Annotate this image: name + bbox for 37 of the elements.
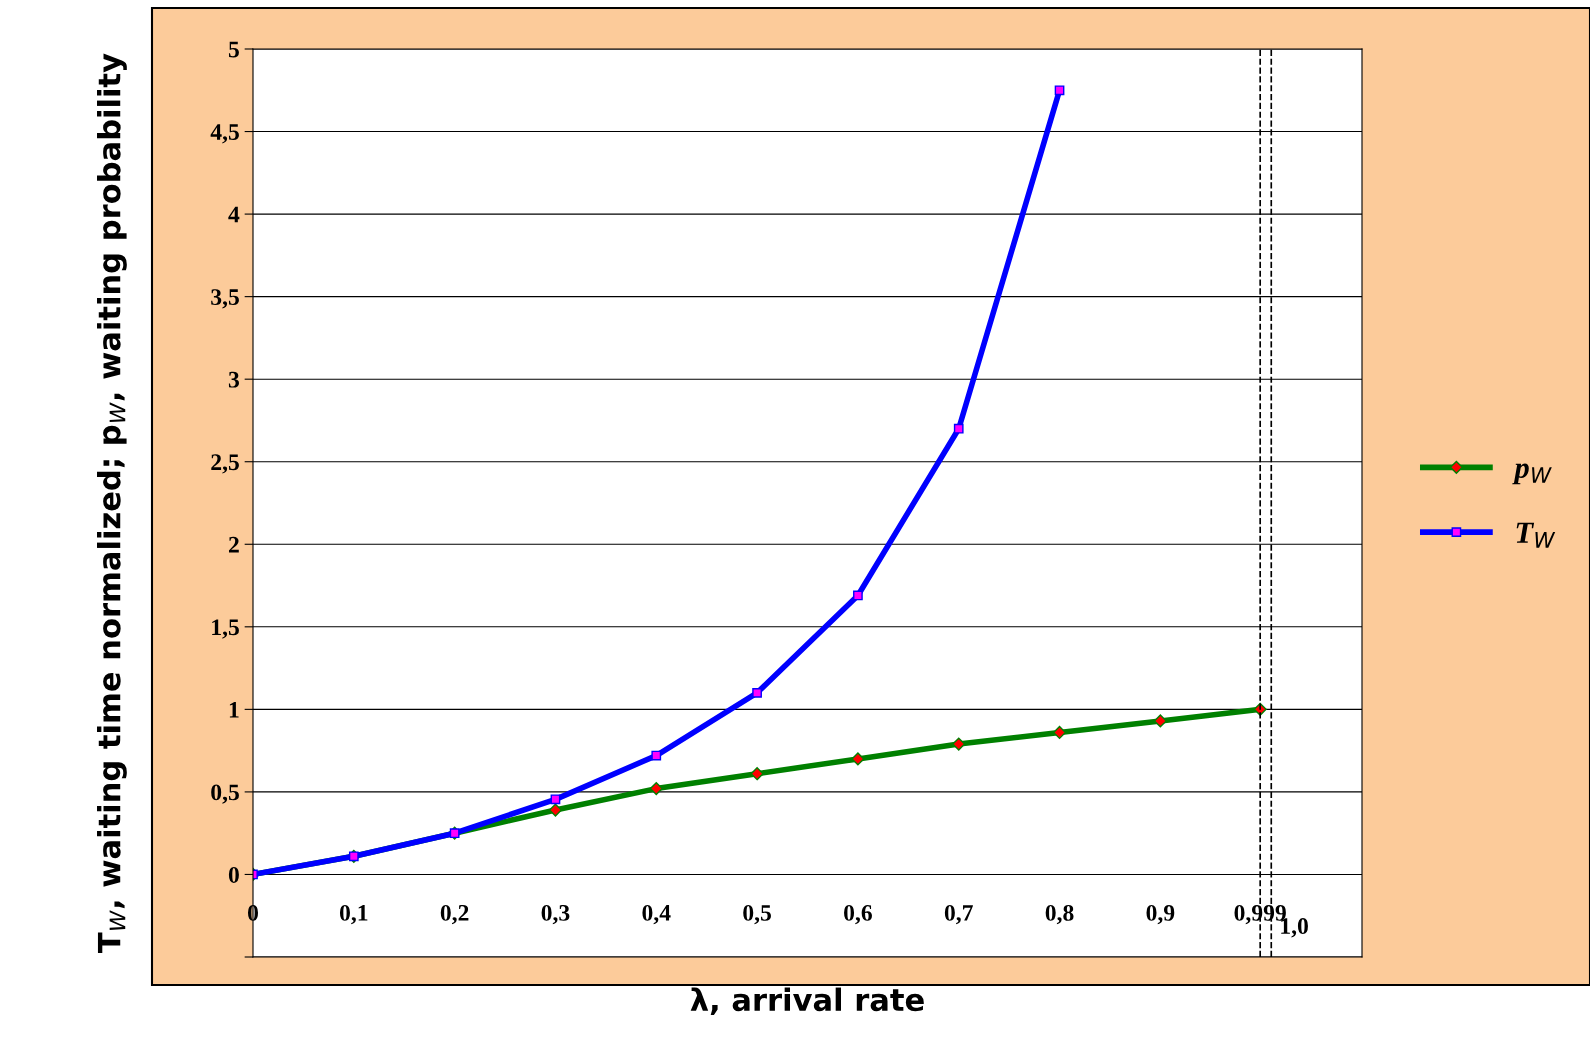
point: [1153, 714, 1167, 728]
x-tick-label: 0,1: [339, 904, 368, 925]
point: [651, 750, 662, 761]
x-tick-label: 0,8: [1045, 904, 1074, 925]
x-tick-label: 0,9: [1146, 904, 1175, 925]
y-tick-label: 2: [228, 536, 239, 553]
y-tick-label: 2,5: [211, 454, 239, 474]
x-axis-title: λ, arrival rate: [690, 987, 924, 1016]
point: [750, 767, 764, 781]
y-tick-label: 5: [228, 41, 239, 58]
x-tick-label: 0,6: [844, 904, 872, 925]
y-axis-title: T$_{W}$, waiting time normalized; p$_{W}$, waiting probability: [97, 53, 127, 953]
point: [752, 687, 762, 698]
legend-label: p$_{W}$: [1512, 463, 1552, 485]
point: [853, 590, 863, 601]
y-tick-label: 3: [228, 371, 239, 388]
y-tick-label: 0: [228, 866, 239, 883]
x-tick-label: 0,2: [440, 904, 469, 925]
point: [1052, 725, 1067, 740]
point: [953, 423, 964, 434]
y-tick-label: 4: [228, 206, 240, 223]
point: [851, 752, 865, 766]
y-tick-label: 3,5: [211, 289, 239, 309]
point: [952, 737, 966, 751]
y-tick-label: 0,5: [211, 784, 239, 804]
point: [1054, 85, 1065, 96]
y-tick-label: 1,5: [212, 619, 239, 639]
y-tick-label: 1: [229, 701, 239, 718]
x-tick-label: 0,4: [642, 904, 671, 925]
point: [548, 803, 563, 817]
point: [550, 794, 561, 805]
y-tick-label: 4,5: [210, 124, 239, 144]
legend-label: T$_{W}$: [1516, 522, 1556, 548]
x-tick-label: 0,5: [743, 904, 771, 925]
point: [649, 782, 663, 796]
x-tick-label: 0,7: [944, 904, 973, 925]
x-tick-label: 0,3: [541, 904, 570, 925]
